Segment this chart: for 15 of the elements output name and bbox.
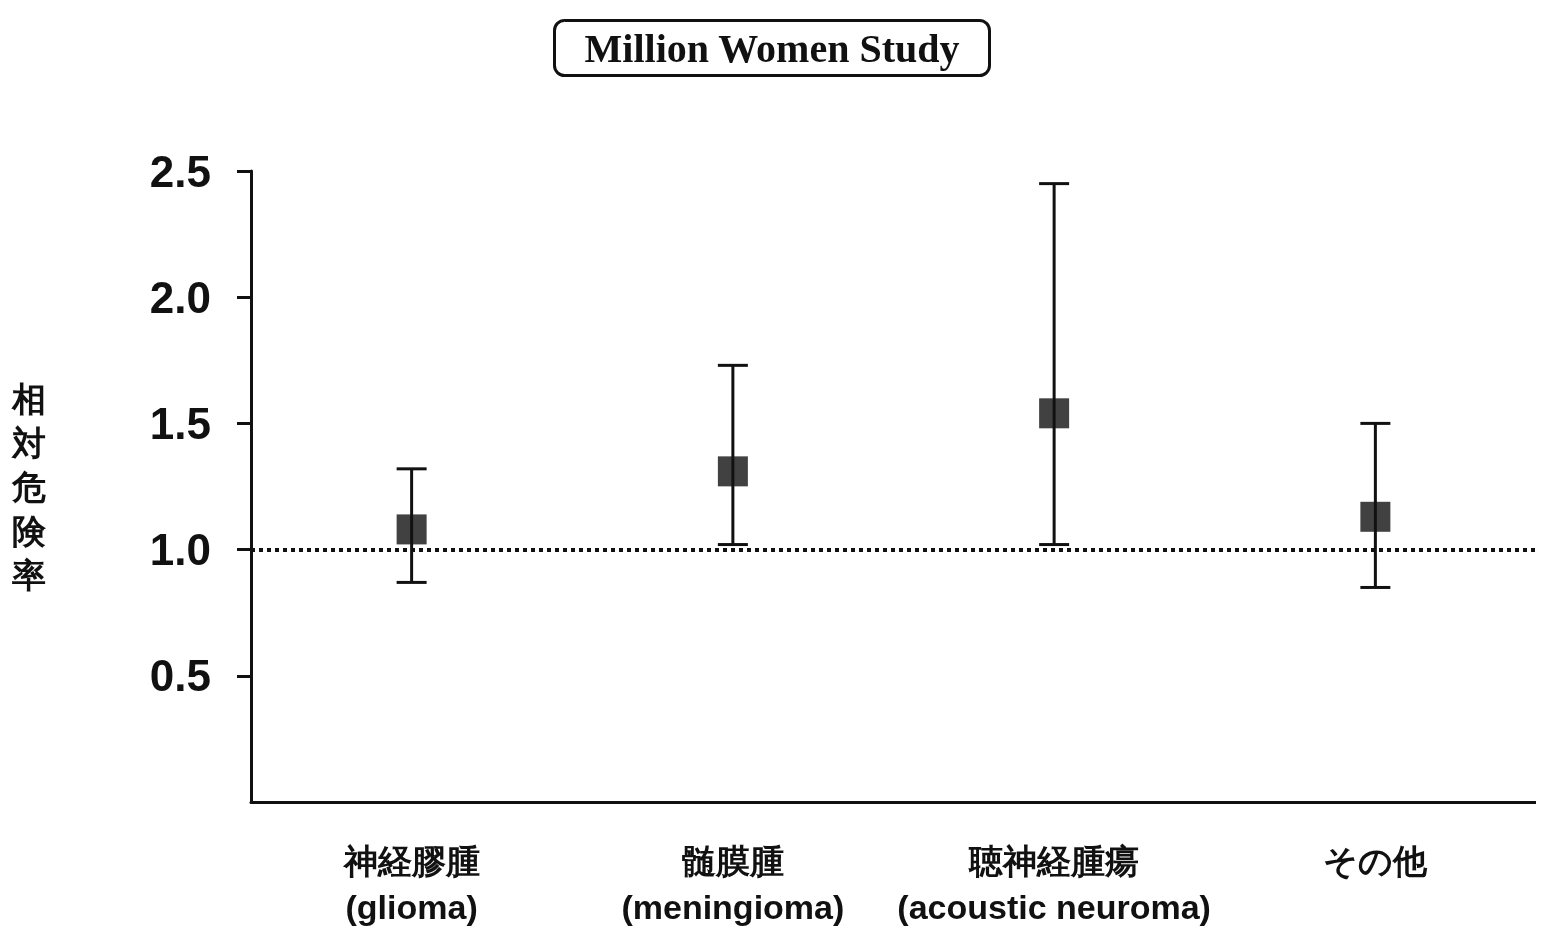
x-tick-label: 神経膠腫 (glioma) <box>341 842 480 926</box>
x-tick-label: 髄膜腫 (meningioma) <box>621 842 845 926</box>
y-tick-label: 1.5 <box>149 398 211 448</box>
y-tick-label: 2.5 <box>149 146 211 196</box>
y-tick-label: 2.0 <box>149 272 211 322</box>
y-axis-title: 相対危険率 <box>11 379 47 594</box>
x-tick-label: 聴神経腫瘍 (acoustic neuroma) <box>897 842 1211 926</box>
y-tick-label: 1.0 <box>149 525 211 575</box>
x-tick-label: その他 <box>1323 842 1429 880</box>
y-tick-label: 0.5 <box>149 651 211 701</box>
point <box>1360 501 1391 532</box>
point <box>396 514 427 545</box>
chart-title: Million Women Study <box>584 25 960 71</box>
point <box>1039 398 1070 429</box>
point <box>717 456 748 487</box>
